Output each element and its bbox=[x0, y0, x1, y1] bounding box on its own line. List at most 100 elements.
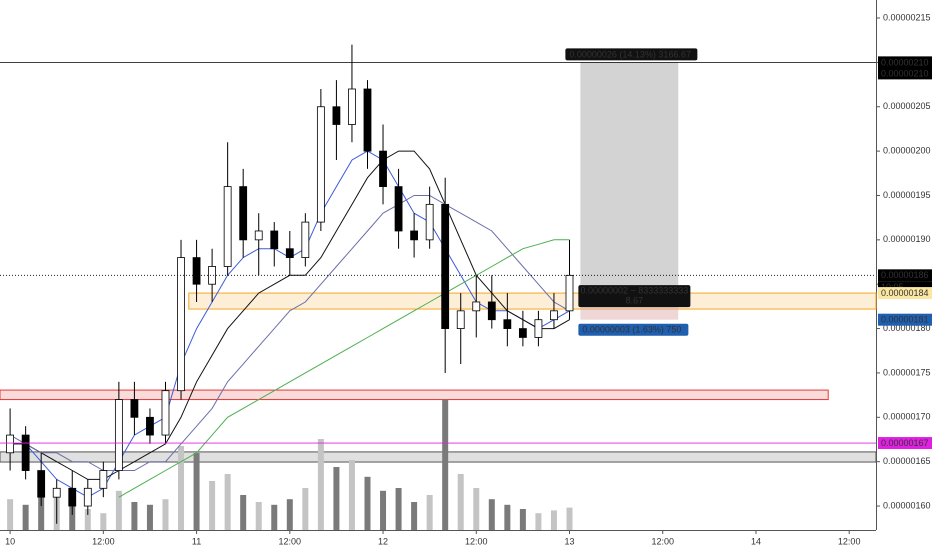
price-label: 0.00000186 bbox=[881, 270, 929, 280]
position-mid-text: 0.00000002 ~ 8333333333 bbox=[580, 285, 688, 295]
position-profit bbox=[580, 62, 679, 294]
candle-body bbox=[332, 106, 341, 125]
candle-body bbox=[52, 487, 61, 498]
y-tick-label: 0.00000160 bbox=[883, 500, 931, 510]
zone bbox=[188, 292, 877, 310]
position-mid-box bbox=[578, 285, 691, 308]
volume-bar bbox=[255, 502, 262, 530]
candle-body bbox=[487, 301, 496, 321]
volume-bar bbox=[22, 504, 29, 530]
candle-body bbox=[239, 186, 248, 241]
price-label-bg bbox=[878, 56, 932, 69]
price-label: 0.00000210 bbox=[881, 57, 929, 67]
candle-body bbox=[177, 257, 185, 392]
x-tick-label: 13 bbox=[564, 536, 574, 546]
volume-bar bbox=[333, 467, 340, 530]
candle-body bbox=[565, 274, 574, 312]
candle-body bbox=[394, 186, 403, 232]
candle-body bbox=[379, 150, 387, 188]
candle-body bbox=[37, 470, 46, 498]
candle-body bbox=[363, 88, 372, 152]
volume-bar bbox=[209, 481, 216, 530]
volume-bar bbox=[550, 510, 557, 530]
volume-bar bbox=[317, 439, 324, 530]
candle-body bbox=[472, 301, 481, 312]
y-tick-label: 0.00000180 bbox=[883, 323, 931, 333]
volume-bar bbox=[348, 460, 355, 530]
candle-body bbox=[161, 390, 170, 436]
candle-body bbox=[83, 487, 92, 507]
price-label-bg bbox=[878, 67, 932, 80]
y-tick-label: 0.00000205 bbox=[883, 101, 931, 111]
candle-body bbox=[316, 106, 325, 223]
x-tick-label: 14 bbox=[751, 536, 761, 546]
volume-bar bbox=[473, 488, 480, 530]
candle-body bbox=[425, 203, 434, 241]
volume-bar bbox=[146, 504, 153, 530]
volume-bar bbox=[193, 453, 200, 530]
candle-body bbox=[270, 230, 279, 250]
zone bbox=[0, 389, 829, 401]
price-label-bg bbox=[878, 269, 932, 282]
x-tick-label: 12:00 bbox=[651, 536, 674, 546]
volume-bar bbox=[224, 474, 231, 530]
candle-body bbox=[146, 416, 154, 436]
y-tick-label: 0.00000200 bbox=[883, 145, 931, 155]
x-tick-label: 12:00 bbox=[279, 536, 302, 546]
volume-bar bbox=[411, 502, 418, 530]
candle-body bbox=[130, 399, 139, 418]
volume-bar bbox=[380, 490, 387, 530]
price-label: 0.00000210 bbox=[881, 68, 929, 78]
moving-average bbox=[118, 239, 570, 498]
volume-bar bbox=[178, 446, 185, 530]
candle-body bbox=[192, 257, 201, 285]
x-tick-label: 11 bbox=[192, 536, 201, 546]
y-tick-label: 0.00000215 bbox=[883, 12, 931, 22]
candle-body bbox=[410, 230, 419, 241]
price-label-bg bbox=[878, 287, 932, 300]
candle-body bbox=[301, 221, 310, 258]
volume-bar bbox=[566, 507, 573, 530]
candle-body bbox=[534, 319, 543, 338]
volume-bar bbox=[286, 499, 293, 530]
x-tick-label: 12 bbox=[378, 536, 388, 546]
candle-body bbox=[99, 470, 108, 489]
volume-bar bbox=[488, 499, 495, 530]
position-mid-text: 8.67 bbox=[626, 295, 644, 305]
candle-body bbox=[550, 310, 558, 321]
zone bbox=[0, 451, 877, 463]
volume-bar bbox=[69, 502, 76, 530]
y-tick-label: 0.00000175 bbox=[883, 367, 931, 377]
volume-bar bbox=[426, 495, 433, 530]
volume-bar bbox=[457, 474, 464, 530]
volume-bar bbox=[271, 504, 278, 530]
volume-bar bbox=[240, 495, 247, 530]
volume-bar bbox=[131, 502, 138, 530]
y-tick-label: 0.00000190 bbox=[883, 234, 931, 244]
x-tick-label: 12:00 bbox=[465, 536, 488, 546]
y-tick-label: 0.00000165 bbox=[883, 456, 931, 466]
volume-bar bbox=[535, 513, 542, 530]
x-tick-label: 10 bbox=[5, 536, 15, 546]
volume-bar bbox=[302, 488, 309, 530]
position-stop-text: 0.00000003 (1.63%) 750 bbox=[582, 325, 681, 335]
volume-bar bbox=[38, 495, 45, 530]
x-tick-label: 12:00 bbox=[838, 536, 861, 546]
price-label: 0.00000167 bbox=[881, 438, 929, 448]
volume-bar bbox=[504, 504, 511, 530]
volume-bar bbox=[395, 488, 402, 530]
volume-bar bbox=[162, 499, 169, 530]
candle-body bbox=[503, 319, 512, 329]
price-label-bg bbox=[878, 313, 932, 326]
x-tick-label: 12:00 bbox=[92, 536, 115, 546]
candle-body bbox=[114, 399, 123, 471]
candle-body bbox=[21, 434, 30, 471]
y-tick-label: 0.00000170 bbox=[883, 412, 931, 422]
candle-body bbox=[6, 434, 15, 454]
volume-bar bbox=[100, 513, 107, 530]
candle-body bbox=[518, 328, 527, 338]
volume-bar bbox=[84, 509, 91, 530]
candle-body bbox=[254, 230, 263, 241]
